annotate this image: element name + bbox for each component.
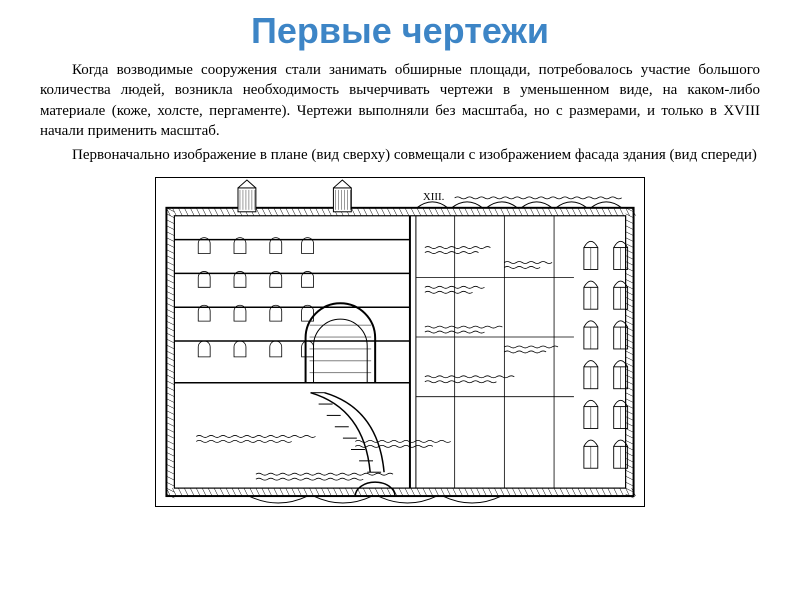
- figure-container: XIII.: [40, 177, 760, 507]
- architectural-drawing: XIII.: [155, 177, 645, 507]
- body-paragraph: Когда возводимые сооружения стали занима…: [40, 60, 760, 141]
- body-paragraph: Первоначально изображение в плане (вид с…: [40, 145, 760, 165]
- page-title: Первые чертежи: [40, 10, 760, 52]
- svg-text:XIII.: XIII.: [423, 191, 445, 203]
